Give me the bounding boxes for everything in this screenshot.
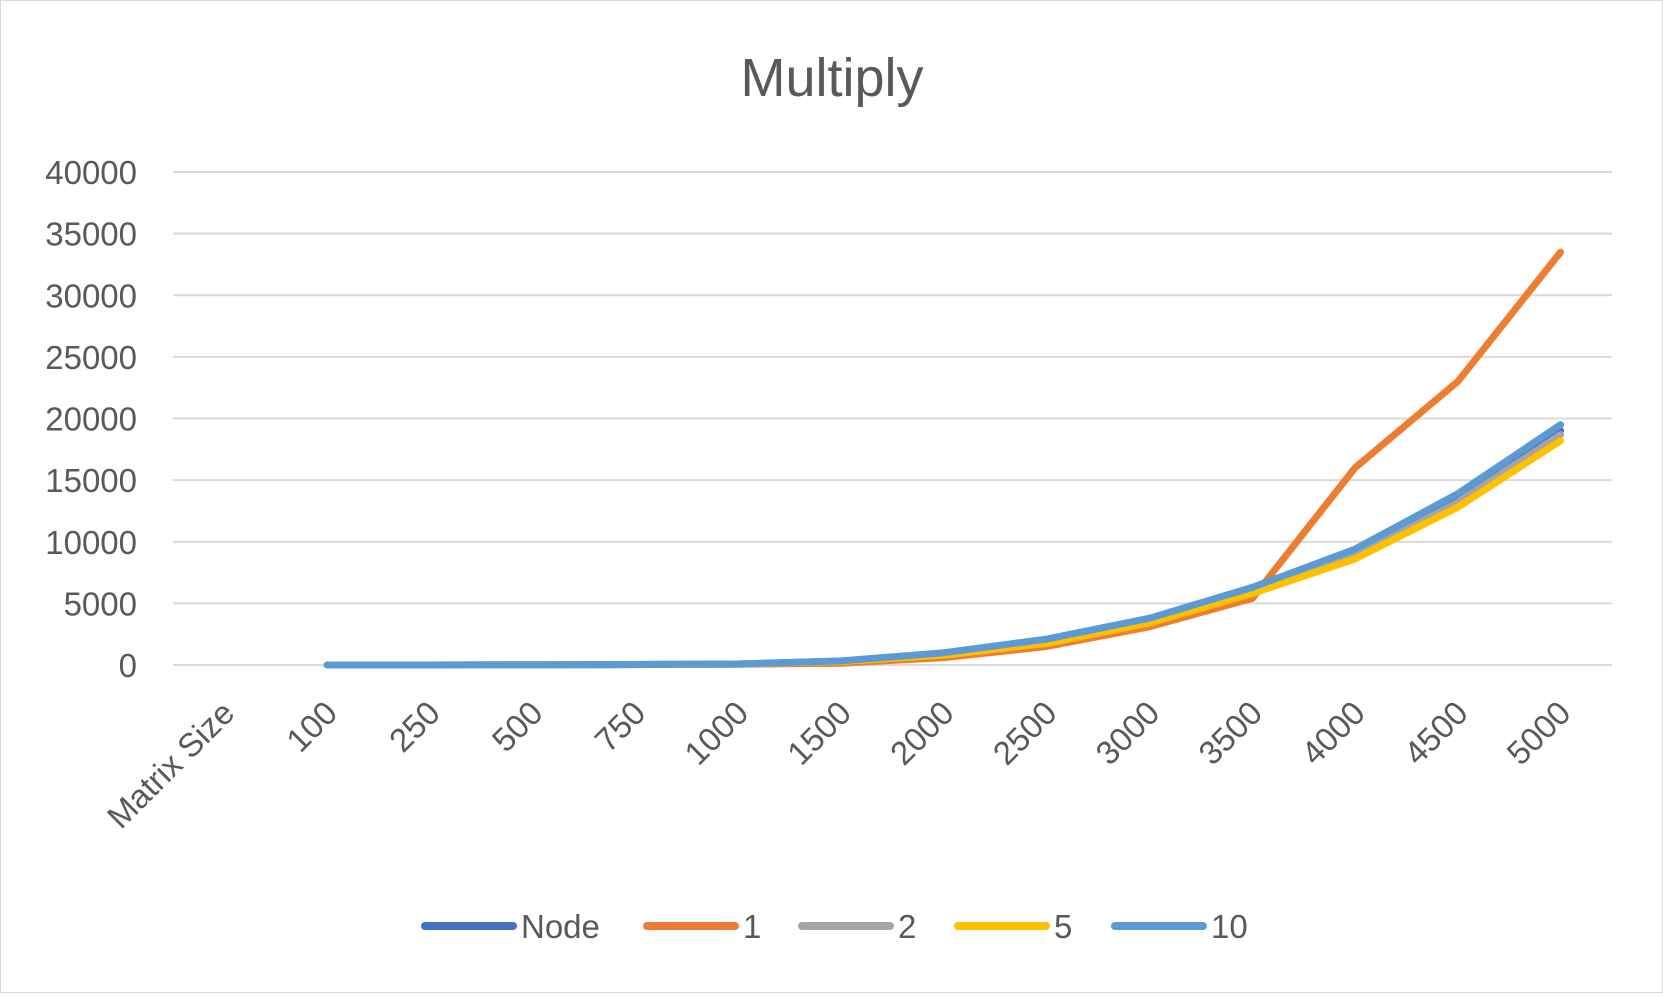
x-tick-label: 5000 [1499,694,1577,772]
x-tick-label: 250 [382,694,447,759]
y-tick-label: 15000 [45,462,137,499]
y-tick-label: 40000 [45,154,137,191]
x-tick-label: 3000 [1088,694,1166,772]
legend-label: Node [521,908,600,945]
y-tick-label: 10000 [45,524,137,561]
series-line-10 [323,421,1565,669]
x-tick-label: 100 [279,694,344,759]
x-tick-label: 2000 [883,694,961,772]
x-tick-label: 1500 [780,694,858,772]
legend-label: 2 [898,908,916,945]
chart-title: Multiply [740,48,923,108]
legend-label: 5 [1054,908,1072,945]
y-tick-label: 35000 [45,216,137,253]
x-axis-tick-labels: Matrix Size 100 250 500 750 1000 1500 2000 2500 3… [100,694,1578,836]
x-tick-label: 500 [485,694,550,759]
y-axis-tick-labels: 0 5000 10000 15000 20000 25000 30000 35000 40000 [45,154,137,684]
x-tick-label: 4500 [1397,694,1475,772]
series-line-5 [323,437,1565,669]
x-tick-label: Matrix Size [100,694,242,836]
y-tick-label: 25000 [45,339,137,376]
legend-label: 10 [1211,908,1248,945]
y-tick-label: 0 [119,647,137,684]
series-lines [323,248,1565,669]
x-tick-label: 750 [587,694,652,759]
y-tick-label: 20000 [45,401,137,438]
x-tick-label: 1000 [677,694,755,772]
legend-label: 1 [743,908,761,945]
y-tick-label: 5000 [64,585,137,622]
x-tick-label: 4000 [1294,694,1372,772]
legend: Node 1 2 5 10 [421,908,1248,945]
x-tick-label: 2500 [986,694,1064,772]
x-tick-label: 3500 [1191,694,1269,772]
gridlines [173,171,1612,666]
y-tick-label: 30000 [45,277,137,314]
